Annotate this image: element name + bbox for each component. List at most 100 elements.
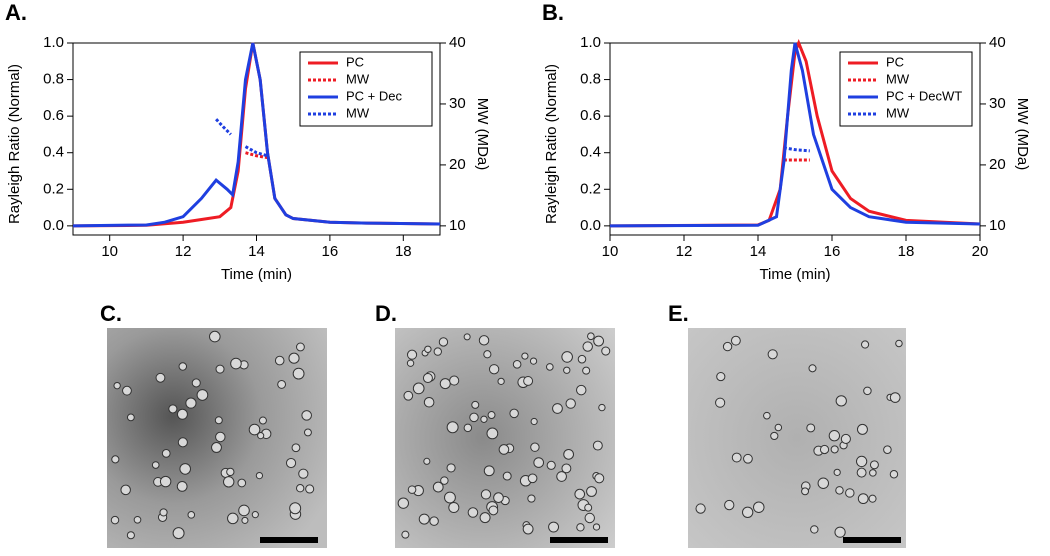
- particle: [226, 467, 235, 477]
- y-tick-label: 0.8: [580, 71, 601, 88]
- x-axis-title: Time (min): [221, 266, 292, 283]
- particle: [730, 335, 741, 346]
- particle: [407, 485, 417, 494]
- panel-label: E.: [668, 301, 689, 326]
- particle: [546, 363, 554, 371]
- particle: [433, 347, 442, 356]
- particle: [479, 512, 491, 524]
- particle: [563, 366, 571, 374]
- particle: [133, 515, 142, 524]
- particle: [285, 457, 297, 469]
- particle: [471, 400, 480, 409]
- particle: [576, 384, 587, 396]
- particle: [406, 359, 415, 367]
- particle: [209, 330, 221, 343]
- particle: [295, 484, 305, 493]
- particle: [288, 352, 300, 364]
- particle: [527, 494, 536, 503]
- particle: [856, 467, 867, 478]
- series-line: [783, 146, 810, 153]
- panel-label: B.: [542, 0, 564, 25]
- particle: [480, 489, 492, 500]
- particle: [546, 460, 556, 470]
- particle: [857, 493, 869, 505]
- particle: [592, 440, 603, 451]
- particle: [834, 526, 846, 538]
- particle: [582, 341, 593, 352]
- particle: [277, 379, 287, 389]
- particle: [598, 403, 606, 412]
- particle: [863, 386, 872, 396]
- particle: [155, 372, 166, 383]
- x-tick-label: 20: [972, 243, 989, 260]
- particle: [448, 501, 460, 514]
- y-tick-label: 0.4: [43, 144, 64, 161]
- particle: [587, 332, 595, 341]
- particle: [523, 376, 534, 386]
- particle: [889, 392, 901, 403]
- particle: [487, 411, 496, 419]
- particle: [120, 484, 131, 496]
- particle: [497, 377, 505, 385]
- particle: [298, 468, 309, 479]
- scale-bar: [260, 537, 318, 543]
- particle: [493, 492, 504, 503]
- particle: [521, 352, 529, 360]
- scale-bar: [550, 537, 608, 543]
- particle: [113, 381, 121, 390]
- particle: [512, 360, 522, 369]
- particle: [835, 486, 844, 495]
- legend-label: PC + Dec: [346, 88, 402, 103]
- particle: [845, 488, 855, 498]
- particle: [438, 337, 449, 347]
- series-line: [72, 42, 441, 228]
- particle: [574, 488, 586, 500]
- particle: [172, 527, 185, 540]
- particle: [530, 417, 538, 426]
- particle: [122, 385, 132, 396]
- particle: [808, 364, 817, 373]
- panel-label: A.: [5, 0, 27, 25]
- y-tick-label: 0.6: [580, 107, 601, 124]
- particle: [159, 508, 168, 517]
- y2-tick-label: 30: [449, 95, 466, 112]
- scale-bar: [843, 537, 901, 543]
- particle: [440, 476, 449, 485]
- particle: [527, 473, 538, 484]
- particle: [446, 421, 459, 434]
- particle: [743, 453, 753, 464]
- particle: [255, 471, 264, 480]
- particle: [191, 378, 201, 388]
- particle: [561, 351, 573, 363]
- particle: [695, 503, 706, 514]
- particle: [215, 364, 225, 374]
- y2-tick-label: 20: [449, 156, 466, 173]
- particle: [480, 415, 488, 423]
- particle: [741, 506, 754, 518]
- particle: [241, 516, 249, 524]
- particle: [397, 497, 409, 509]
- particle: [830, 445, 839, 454]
- micrograph: [395, 328, 615, 548]
- particle: [767, 349, 778, 360]
- particle: [214, 416, 223, 425]
- particle: [110, 515, 120, 525]
- particle: [424, 345, 432, 353]
- particle: [731, 452, 742, 463]
- y2-axis-title: MW (MDa): [1014, 98, 1031, 170]
- particle: [176, 408, 188, 420]
- particle: [586, 486, 597, 497]
- particle: [185, 397, 197, 409]
- particle: [869, 460, 879, 470]
- particle: [126, 413, 135, 422]
- particle: [861, 340, 870, 349]
- particle: [828, 430, 841, 442]
- particle: [403, 390, 414, 401]
- y2-tick-label: 10: [449, 217, 466, 234]
- particles: [110, 330, 903, 540]
- particle: [301, 410, 312, 421]
- particle: [716, 371, 726, 382]
- legend-label: PC: [346, 54, 364, 69]
- particle: [238, 504, 250, 517]
